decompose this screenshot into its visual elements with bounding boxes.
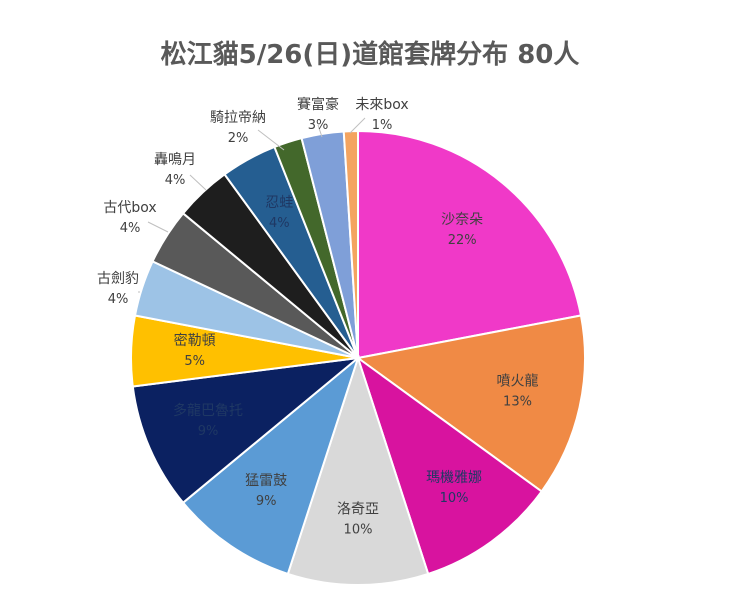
- slice-label: 古代box: [103, 200, 156, 216]
- leader-line: [189, 174, 207, 191]
- slice-percent: 5%: [184, 354, 205, 369]
- slice-label: 古劍豹: [97, 270, 139, 287]
- slice-label: 騎拉帝納: [210, 110, 266, 126]
- slice-label: 賽富豪: [297, 96, 339, 113]
- slice-percent: 3%: [308, 118, 329, 133]
- chart-title: 松江貓5/26(日)道館套牌分布 80人: [160, 40, 580, 70]
- leader-line: [257, 129, 285, 151]
- slice-label: 沙奈朵: [441, 212, 483, 228]
- slice-label: 密勒頓: [174, 332, 216, 349]
- leader-line: [317, 124, 323, 138]
- pie-slice: [356, 355, 544, 576]
- pie-slice: [286, 354, 430, 586]
- slice-label: 猛雷鼓: [245, 473, 287, 489]
- slice-label: 多龍巴魯托: [173, 402, 243, 419]
- slice-label: 噴火龍: [497, 373, 539, 390]
- leader-line: [349, 117, 366, 134]
- slice-label: 轟鳴月: [154, 151, 196, 168]
- slice-label: 忍蛙: [265, 195, 293, 211]
- slice-percent: 4%: [120, 221, 141, 236]
- slice-label: 洛奇亞: [337, 500, 379, 517]
- pie-slice: [131, 356, 362, 505]
- slice-percent: 9%: [198, 424, 219, 439]
- leader-line: [147, 221, 169, 233]
- slice-label: 瑪機雅娜: [426, 470, 482, 486]
- slice-label: 未來box: [355, 97, 408, 113]
- slice-percent: 9%: [256, 494, 277, 509]
- slice-percent: 4%: [108, 292, 129, 307]
- slice-percent: 2%: [228, 131, 249, 146]
- pie-slice: [355, 314, 586, 493]
- slice-percent: 4%: [165, 173, 186, 188]
- slice-percent: 22%: [448, 233, 477, 248]
- slice-percent: 10%: [440, 491, 469, 506]
- slice-percent: 1%: [372, 118, 393, 133]
- slice-percent: 10%: [344, 522, 373, 537]
- pie-slice: [181, 355, 361, 576]
- pie-slice: [357, 129, 583, 360]
- pie-slice: [342, 129, 359, 359]
- slice-percent: 4%: [269, 216, 290, 231]
- slice-percent: 13%: [503, 395, 532, 410]
